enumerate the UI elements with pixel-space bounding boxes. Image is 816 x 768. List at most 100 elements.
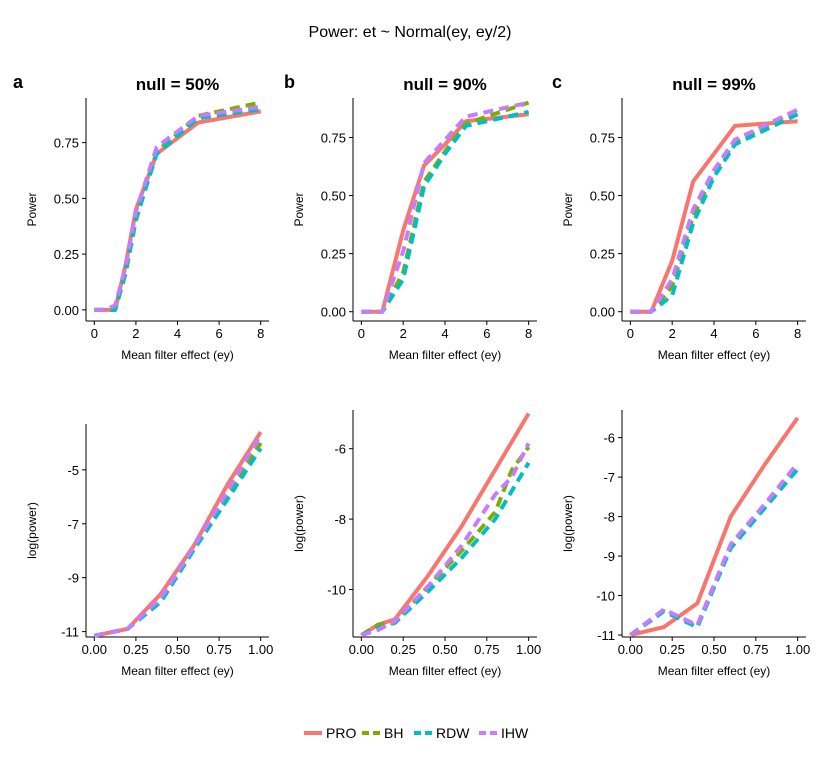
x-tick-label: 0.00 bbox=[82, 642, 107, 657]
y-tick-label: 0.50 bbox=[590, 189, 615, 204]
panel-3: 0 2 4 6 8 0.00 0.25 0.50 0.75 Mean filter effect … bbox=[552, 72, 806, 362]
y-tick-label: 0.50 bbox=[321, 189, 346, 204]
panel-6: 0.00 0.25 0.50 0.75 1.00 -11 -10 -9 -8 -7 -6 Mean f… bbox=[561, 410, 810, 678]
legend-item-rdw: RDW bbox=[414, 725, 470, 741]
x-tick-label: 0.25 bbox=[391, 642, 416, 657]
series-line-pro bbox=[360, 412, 531, 637]
panel-letter: c bbox=[552, 72, 562, 92]
x-tick-label: 0.00 bbox=[618, 642, 643, 657]
panel-1: 0 2 4 6 8 0.00 0.25 0.50 0.75 Mean filter effect … bbox=[13, 72, 269, 362]
y-tick-label: -9 bbox=[67, 571, 79, 586]
x-tick-label: 8 bbox=[525, 326, 532, 341]
y-tick-label: -9 bbox=[603, 549, 615, 564]
x-tick-label: 0.75 bbox=[206, 642, 231, 657]
y-tick-label: -8 bbox=[334, 512, 346, 527]
series-line-bh bbox=[630, 107, 799, 314]
x-axis-label: Mean filter effect (ey) bbox=[121, 664, 234, 678]
y-tick-label: -7 bbox=[603, 470, 615, 485]
y-axis-label: Power bbox=[561, 192, 575, 226]
y-axis-label: Power bbox=[25, 192, 39, 226]
x-tick-label: 0.75 bbox=[743, 642, 768, 657]
x-tick-label: 8 bbox=[794, 326, 801, 341]
x-tick-label: 2 bbox=[669, 326, 676, 341]
y-tick-label: -10 bbox=[596, 589, 615, 604]
x-tick-label: 1.00 bbox=[248, 642, 273, 657]
y-tick-label: -10 bbox=[327, 582, 346, 597]
panel-5: 0.00 0.25 0.50 0.75 1.00 -10 -8 -6 Mean filter e… bbox=[292, 410, 541, 678]
x-tick-label: 0.25 bbox=[123, 642, 148, 657]
x-tick-label: 8 bbox=[257, 326, 264, 341]
panel-title: null = 50% bbox=[136, 75, 220, 94]
series-line-ihw bbox=[94, 104, 261, 312]
legend: PRO BH RDW IHW bbox=[304, 725, 529, 741]
y-tick-label: 0.50 bbox=[54, 191, 79, 206]
legend-item-pro: PRO bbox=[304, 725, 356, 741]
x-tick-label: 0.50 bbox=[165, 642, 190, 657]
series-line-ihw bbox=[361, 100, 530, 314]
series-line-ihw bbox=[630, 107, 799, 314]
x-tick-label: 0 bbox=[627, 326, 634, 341]
x-tick-label: 2 bbox=[400, 326, 407, 341]
y-axis-label: log(power) bbox=[292, 495, 306, 552]
y-tick-label: -6 bbox=[603, 431, 615, 446]
x-tick-label: 1.00 bbox=[516, 642, 541, 657]
panel-2: 0 2 4 6 8 0.00 0.25 0.50 0.75 Mean filter effect … bbox=[284, 72, 537, 362]
series-line-rdw bbox=[630, 112, 799, 314]
x-tick-label: 6 bbox=[752, 326, 759, 341]
series-line-pro bbox=[629, 416, 800, 637]
series-line-ihw bbox=[629, 462, 800, 637]
y-tick-label: 0.75 bbox=[321, 130, 346, 145]
y-tick-label: 0.25 bbox=[54, 247, 79, 262]
legend-label: IHW bbox=[501, 725, 529, 741]
y-tick-label: -11 bbox=[61, 625, 79, 640]
x-tick-label: 0.75 bbox=[474, 642, 499, 657]
panel-title: null = 90% bbox=[403, 75, 487, 94]
panel-letter: b bbox=[284, 72, 295, 92]
x-tick-label: 4 bbox=[710, 326, 717, 341]
y-tick-label: 0.25 bbox=[590, 247, 615, 262]
series-line-ihw bbox=[360, 442, 531, 638]
x-tick-label: 4 bbox=[441, 326, 448, 341]
series-line-rdw bbox=[93, 447, 263, 638]
panel-letter: a bbox=[13, 72, 24, 92]
series-line-bh bbox=[361, 100, 530, 314]
x-tick-label: 0 bbox=[91, 326, 98, 341]
x-tick-label: 0.25 bbox=[660, 642, 685, 657]
y-tick-label: 0.75 bbox=[590, 130, 615, 145]
y-tick-label: -6 bbox=[334, 442, 346, 457]
series-line-ihw bbox=[93, 433, 263, 638]
x-axis-label: Mean filter effect (ey) bbox=[389, 348, 502, 362]
y-axis-label: log(power) bbox=[25, 502, 39, 559]
y-tick-label: -8 bbox=[603, 510, 615, 525]
series-line-pro bbox=[361, 112, 529, 314]
series-line-pro bbox=[94, 109, 262, 312]
x-tick-label: 4 bbox=[174, 326, 181, 341]
x-axis-label: Mean filter effect (ey) bbox=[658, 664, 771, 678]
legend-label: PRO bbox=[326, 725, 356, 741]
legend-item-bh: BH bbox=[362, 725, 403, 741]
legend-item-ihw: IHW bbox=[479, 725, 529, 741]
y-tick-label: -11 bbox=[597, 628, 615, 643]
x-axis-label: Mean filter effect (ey) bbox=[121, 348, 234, 362]
y-axis-label: Power bbox=[292, 192, 306, 226]
series-line-pro bbox=[630, 119, 798, 314]
panel-4: 0.00 0.25 0.50 0.75 1.00 -11 -9 -7 -5 Mean filter… bbox=[25, 424, 273, 678]
panel-title: null = 99% bbox=[672, 75, 756, 94]
x-tick-label: 0.00 bbox=[349, 642, 374, 657]
y-tick-label: 0.25 bbox=[321, 247, 346, 262]
x-axis-label: Mean filter effect (ey) bbox=[658, 348, 771, 362]
y-axis-label: log(power) bbox=[561, 495, 575, 552]
y-tick-label: 0.00 bbox=[54, 303, 79, 318]
y-tick-label: -5 bbox=[67, 463, 79, 478]
x-tick-label: 2 bbox=[132, 326, 139, 341]
figure-title: Power: et ~ Normal(ey, ey/2) bbox=[309, 24, 512, 41]
x-tick-label: 0.50 bbox=[432, 642, 457, 657]
series-line-bh bbox=[360, 445, 531, 637]
x-tick-label: 1.00 bbox=[785, 642, 810, 657]
y-tick-label: 0.75 bbox=[54, 136, 79, 151]
legend-label: RDW bbox=[436, 725, 470, 741]
legend-label: BH bbox=[384, 725, 403, 741]
y-tick-label: 0.00 bbox=[321, 305, 346, 320]
series-line-bh bbox=[629, 464, 800, 637]
